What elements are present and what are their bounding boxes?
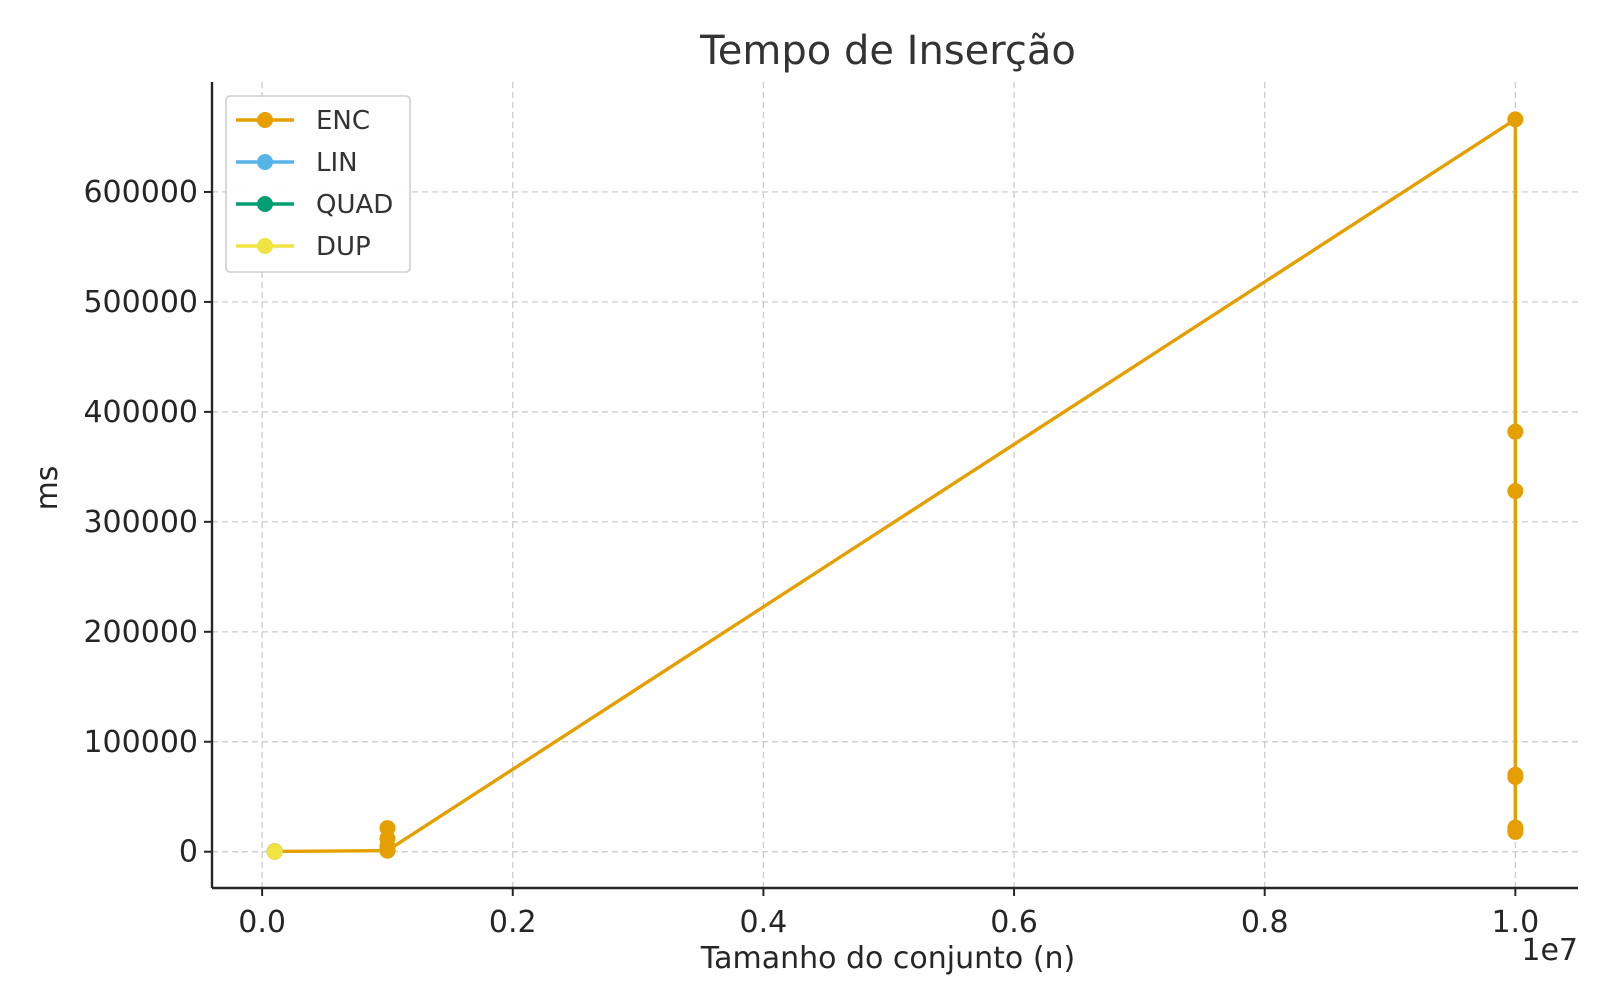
series-layer: [266, 111, 1524, 860]
grid: [212, 82, 1578, 888]
x-tick-label: 1.0: [1491, 905, 1539, 940]
data-point-enc: [1507, 821, 1524, 838]
y-tick-label: 600000: [83, 175, 198, 210]
axes: 0.0 0.2 0.4 0.6 0.8 1.0 0 100000 200000 300000 400…: [83, 82, 1578, 940]
data-point-enc: [379, 820, 396, 837]
legend-marker: [257, 154, 273, 170]
data-point-dup: [266, 843, 283, 860]
data-point-enc: [1507, 111, 1524, 128]
x-tick-label: 0.0: [238, 905, 286, 940]
legend-label: QUAD: [316, 190, 393, 220]
legend-label: LIN: [316, 148, 358, 178]
y-tick-label: 500000: [83, 285, 198, 320]
x-tick-label: 0.4: [740, 905, 788, 940]
legend-marker: [257, 238, 273, 254]
legend-item-quad: QUAD: [236, 190, 393, 220]
y-axis-label: ms: [30, 466, 65, 511]
x-axis-offset-label: 1e7: [1521, 933, 1578, 968]
data-point-enc: [1507, 768, 1524, 785]
legend-item-lin: LIN: [236, 148, 358, 178]
y-tick-label: 400000: [83, 395, 198, 430]
x-axis-label: Tamanho do conjunto (n): [700, 941, 1076, 976]
y-tick-label: 0: [179, 835, 198, 870]
series-dup: [266, 843, 283, 860]
data-point-enc: [1507, 483, 1524, 500]
y-tick-label: 200000: [83, 615, 198, 650]
y-tick-label: 100000: [83, 725, 198, 760]
data-point-enc: [379, 842, 396, 859]
data-point-enc: [1507, 423, 1524, 440]
x-tick-label: 0.2: [489, 905, 537, 940]
legend-box: [225, 95, 411, 273]
legend-item-dup: DUP: [236, 232, 371, 262]
legend-marker: [257, 112, 273, 128]
legend-label: ENC: [316, 106, 370, 136]
legend-item-enc: ENC: [236, 106, 370, 136]
series-enc: [266, 111, 1524, 860]
x-tick-label: 0.6: [990, 905, 1038, 940]
legend: ENC LIN QUAD DUP: [225, 95, 411, 273]
legend-marker: [257, 196, 273, 212]
y-tick-label: 300000: [83, 505, 198, 540]
legend-label: DUP: [316, 232, 371, 262]
x-tick-label: 0.8: [1241, 905, 1289, 940]
chart-title: Tempo de Inserção: [699, 28, 1076, 74]
